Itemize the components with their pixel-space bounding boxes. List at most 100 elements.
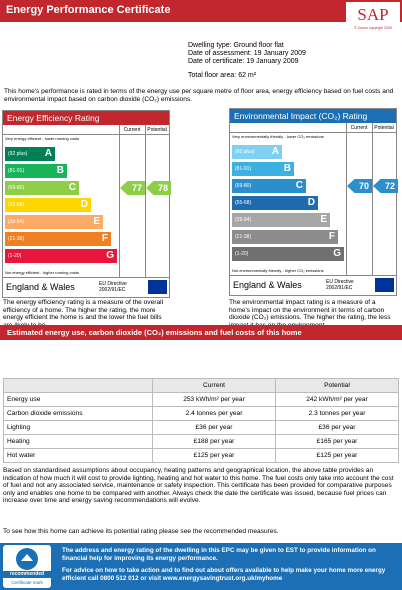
cell: 2.4 tonnes per year [152,406,276,421]
cell: 242 kWh/m² per year [275,392,399,407]
eu-flag [375,278,394,292]
header-bar: Energy Performance Certificate [0,0,402,22]
logo-art: SAP [357,5,388,24]
col-current: Current [350,125,368,131]
band-range: (55-68) [8,202,25,208]
cell: £36 per year [152,420,276,435]
h-line [3,277,169,278]
band-letter: A [271,146,279,157]
band-letter: C [295,180,303,191]
band-letter: B [56,165,64,176]
cell: £36 per year [275,420,399,435]
recommend: To see how this home can achieve its pot… [3,528,279,535]
region: England & Wales [6,282,75,292]
band-letter: F [328,231,335,242]
v-line [119,125,120,277]
cell: Lighting [3,420,153,435]
band: (92 plus) A [232,145,282,159]
copyright: © Crown copyright 2009 [354,26,392,30]
cell: Current [152,378,276,393]
v-line [145,125,146,277]
cell: Hot water [3,448,153,463]
section-title: Estimated energy use, carbon dioxide (CO… [0,325,402,340]
cell: 2.3 tonnes per year [275,406,399,421]
sap-logo: SAP © Crown copyright 2009 [346,2,400,32]
assessment-date: Date of assessment: 19 January 2009 [188,50,306,57]
cell: Carbon dioxide emissions [3,406,153,421]
h-line [3,134,169,135]
band-range: (92 plus) [235,149,255,155]
bottom-note: Not energy efficient - higher running co… [5,270,79,275]
top-note: Very energy efficient - lower running co… [5,136,80,141]
band: (1-20) G [232,247,344,261]
cell [3,378,153,393]
band: (21-38) F [232,230,338,244]
badge-text: recommended [3,571,51,578]
current-rating: 77 [120,181,145,195]
band-range: (69-80) [8,185,25,191]
potential-rating: 72 [373,179,398,193]
cell: £188 per year [152,434,276,449]
floor-area: Total floor area: 62 m² [188,72,257,79]
table-row: Hot water £125 per year £125 per year [3,448,399,463]
band-range: (92 plus) [8,151,28,157]
cell: 253 kWh/m² per year [152,392,276,407]
table-row: Lighting £36 per year £36 per year [3,420,399,435]
certificate-mark: Certificate mark [11,580,43,585]
band: (69-80) C [232,179,306,193]
cell: £125 per year [152,448,276,463]
band-letter: B [283,163,291,174]
col-potential: Potential [147,127,167,133]
intro: This home's performance is rated in term… [4,88,394,103]
badge: recommended Certificate mark [3,545,51,588]
note: Based on standardised assumptions about … [3,467,394,505]
band: (1-20) G [5,249,117,263]
potential-rating: 78 [146,181,171,195]
band-letter: A [44,148,52,159]
cell: Energy use [3,392,153,407]
band-letter: D [80,199,88,210]
band-range: (69-80) [235,183,252,189]
table-row: Heating £188 per year £165 per year [3,434,399,449]
band: (55-68) D [5,198,91,212]
band-letter: G [106,250,114,261]
cell: £125 per year [275,448,399,463]
v-line [346,123,347,275]
band-range: (1-20) [8,253,22,259]
col-current: Current [123,127,141,133]
certificate-date: Date of certificate: 19 January 2009 [188,58,299,65]
footer-line2: For advice on how to take action and to … [62,567,386,582]
band-range: (21-38) [235,234,252,240]
band-range: (21-38) [8,236,25,242]
band-range: (55-68) [235,200,252,206]
directive: EU Directive 2002/91/EC [99,281,127,293]
chart-title: Environmental Impact (CO₂) Rating [230,109,396,123]
band: (81-91) B [5,164,67,178]
band-letter: C [68,182,76,193]
band-letter: D [307,197,315,208]
chart-title: Energy Efficiency Rating [3,111,169,125]
band: (81-91) B [232,162,294,176]
col-potential: Potential [374,125,394,131]
efficiency-chart: Energy Efficiency Rating Current Potential… [2,110,171,298]
band-letter: E [320,214,327,225]
band-letter: E [93,216,100,227]
current-rating: 70 [347,179,372,193]
cell: Heating [3,434,153,449]
band: (39-54) E [5,215,103,229]
region: England & Wales [233,280,302,290]
title: Energy Performance Certificate [6,4,171,16]
cell: Potential [275,378,399,393]
logo-text: SAP [357,5,388,24]
badge-icon [16,548,38,570]
h-line [230,275,396,276]
table-header: Current Potential [3,378,399,393]
eu-flag [148,280,167,294]
cell: £165 per year [275,434,399,449]
dwelling-type: Dwelling type: Ground floor flat [188,42,284,49]
band-range: (1-20) [235,251,249,257]
band: (21-38) F [5,232,111,246]
v-line [372,123,373,275]
details: Dwelling type: Ground floor flat Date of… [188,42,306,80]
environment-chart: Environmental Impact (CO₂) Rating Current… [229,108,398,296]
